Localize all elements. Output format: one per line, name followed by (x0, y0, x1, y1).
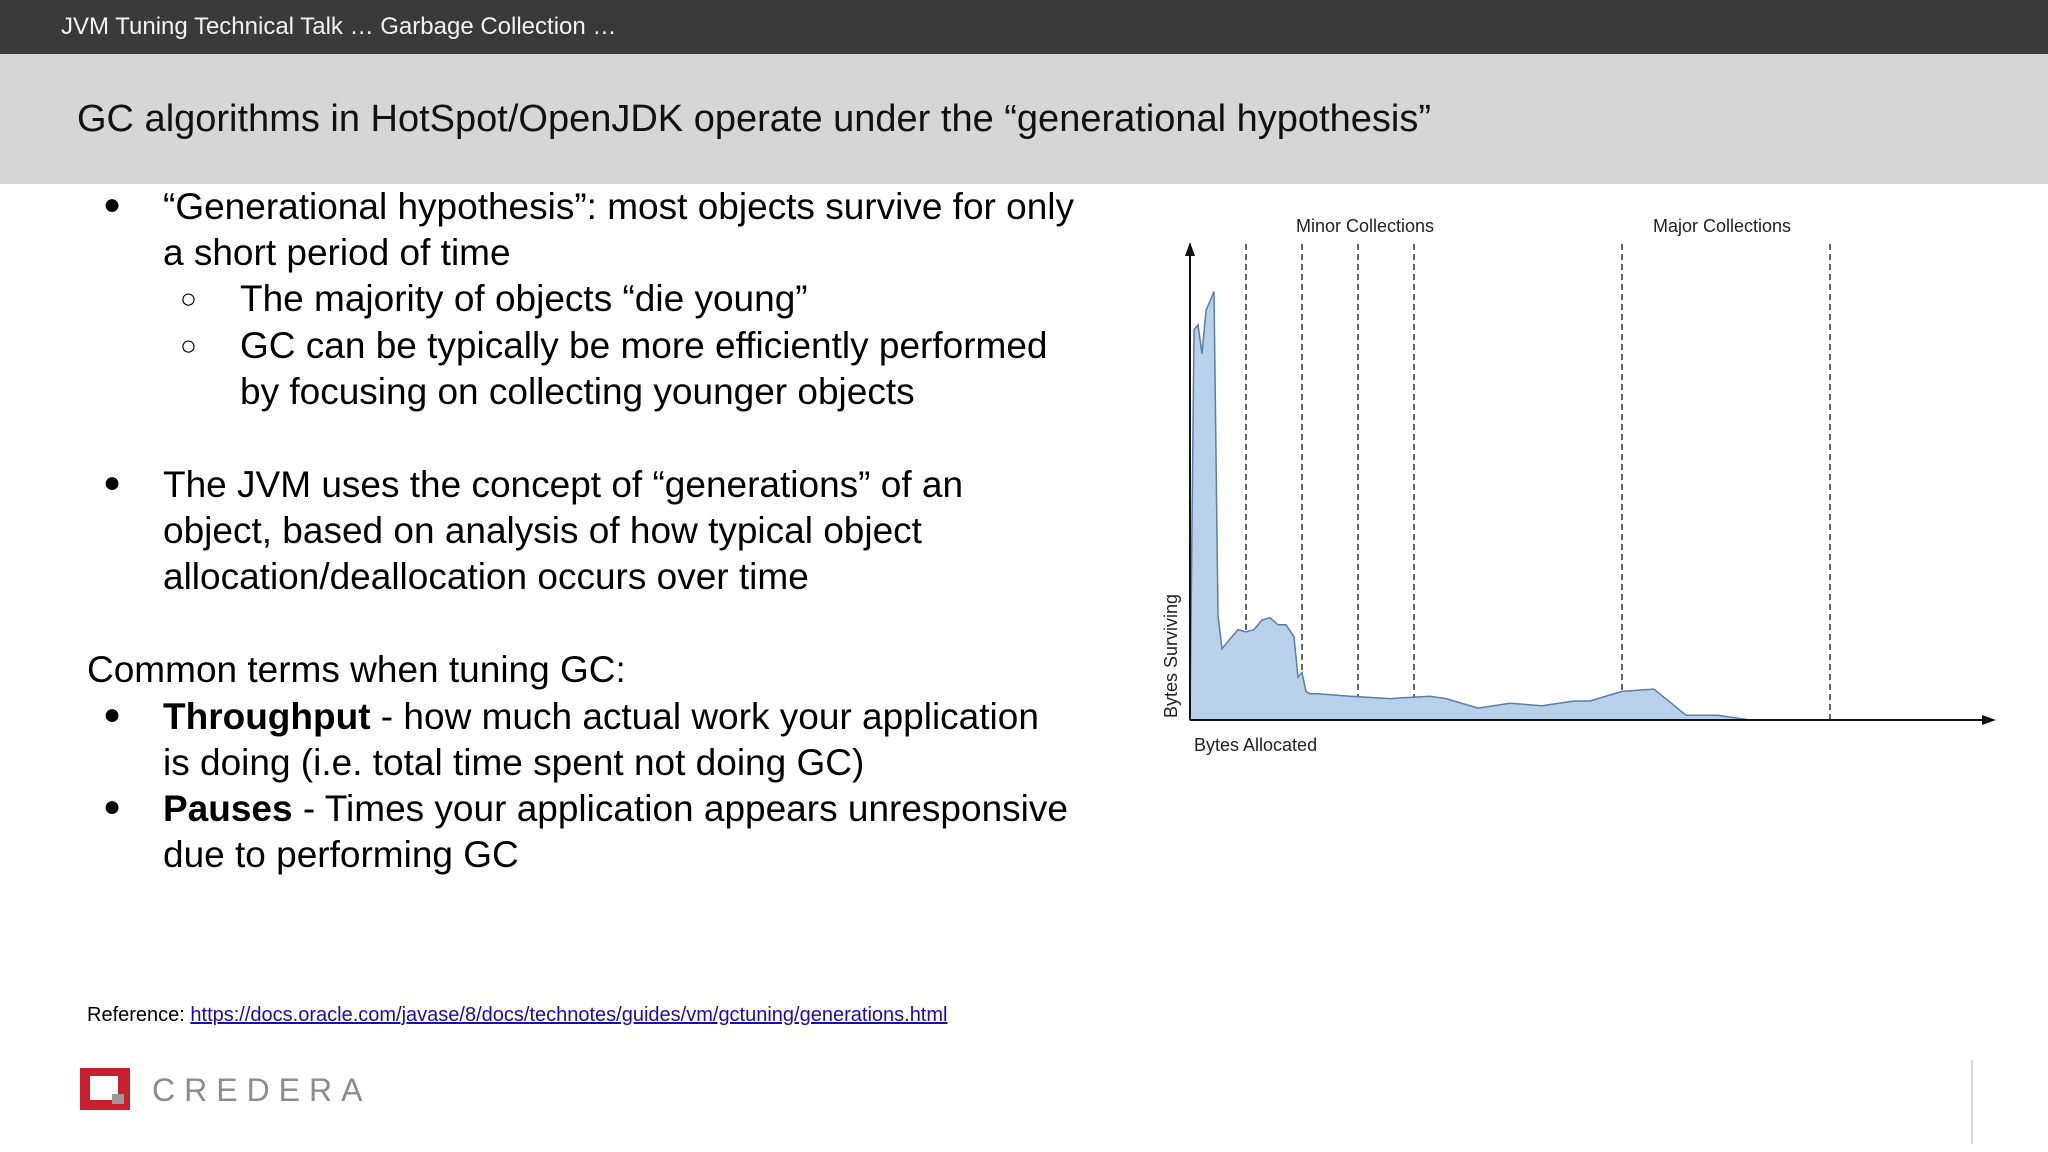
chart-svg: Minor Collections Major Collections Byte… (1161, 216, 1996, 755)
annotation-minor-collections: Minor Collections (1296, 216, 1434, 236)
annotation-major-collections: Major Collections (1653, 216, 1791, 236)
bullet1-line1: “Generational hypothesis”: most objects … (163, 186, 1075, 227)
bullet1-sub2-line1: GC can be typically be more efficiently … (240, 325, 1048, 366)
slide-content: ● “Generational hypothesis”: most object… (0, 184, 1130, 944)
term-throughput-line2: is doing (i.e. total time spent not doin… (163, 742, 865, 783)
bullet1-sub2-line2: by focusing on collecting younger object… (240, 371, 915, 412)
term-pauses-line2: due to performing GC (163, 834, 519, 875)
slide-title: GC algorithms in HotSpot/OpenJDK operate… (77, 98, 1431, 140)
bullet1-sub1: The majority of objects “die young” (240, 278, 808, 319)
y-axis-label: Bytes Surviving (1161, 594, 1181, 718)
term-pauses-name: Pauses (163, 788, 293, 829)
term-pauses-line1: Pauses - Times your application appears … (163, 786, 1068, 832)
terms-heading: Common terms when tuning GC: (87, 649, 626, 690)
sub-bullet-circle: ○ (180, 283, 197, 314)
sub-bullet-circle: ○ (180, 330, 197, 361)
divider (1971, 1060, 1973, 1144)
term-throughput-name: Throughput (163, 696, 371, 737)
bullet-dot: ● (103, 188, 122, 221)
term-throughput-desc: - how much actual work your application (370, 696, 1039, 737)
bullet1-line2: a short period of time (163, 232, 511, 273)
top-bar: JVM Tuning Technical Talk … Garbage Coll… (0, 0, 2048, 54)
bullet-dot: ● (103, 466, 122, 499)
bullet2-line2: object, based on analysis of how typical… (163, 510, 922, 551)
bullet-dot: ● (103, 790, 122, 823)
x-axis-arrow (1982, 715, 1996, 725)
reference-label: Reference: (87, 1004, 191, 1026)
bullet2-line1: The JVM uses the concept of “generations… (163, 464, 964, 505)
term-throughput-line1: Throughput - how much actual work your a… (163, 694, 1039, 740)
bytes-surviving-area (1189, 291, 1751, 721)
y-axis-arrow (1185, 242, 1195, 256)
x-axis-label: Bytes Allocated (1194, 735, 1317, 755)
bullet-dot: ● (103, 698, 122, 731)
credera-logo: CREDERA (80, 1068, 362, 1112)
title-bar: GC algorithms in HotSpot/OpenJDK operate… (0, 54, 2048, 184)
gc-generations-chart: Minor Collections Major Collections Byte… (1150, 200, 2010, 770)
bullet2-line3: allocation/deallocation occurs over time (163, 556, 809, 597)
credera-logo-text: CREDERA (152, 1072, 372, 1108)
credera-logo-mark (80, 1068, 130, 1110)
term-pauses-desc: - Times your application appears unrespo… (292, 788, 1068, 829)
breadcrumb: JVM Tuning Technical Talk … Garbage Coll… (61, 13, 617, 40)
reference: Reference: https://docs.oracle.com/javas… (87, 1004, 947, 1027)
reference-link[interactable]: https://docs.oracle.com/javase/8/docs/te… (190, 1004, 948, 1026)
